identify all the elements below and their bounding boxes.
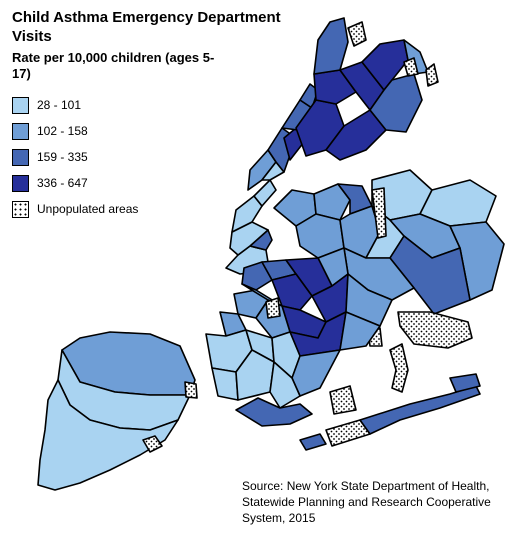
legend-item: 336 - 647 xyxy=(12,170,138,196)
staten-island-south-district xyxy=(37,379,179,491)
legend-item: 102 - 158 xyxy=(12,118,138,144)
legend-swatch xyxy=(12,148,29,166)
queens-rockaway-east-district xyxy=(359,385,481,435)
legend-item: Unpopulated areas xyxy=(12,196,138,222)
staten-island-unpopulated-area xyxy=(142,435,163,453)
queens-unpopulated-area xyxy=(371,187,387,239)
brooklyn-canarsie-district xyxy=(339,311,381,351)
brooklyn-east-new-york-district xyxy=(345,273,393,327)
map-subtitle: Rate per 10,000 children (ages 5-17) xyxy=(12,50,215,81)
bronx-riverdale-district xyxy=(313,17,349,75)
legend-swatch xyxy=(12,200,29,218)
queens-unpopulated-area xyxy=(397,311,473,349)
legend: 28 - 101 102 - 158 159 - 335 336 - 647 U… xyxy=(12,92,138,222)
queens-jackson-heights-district xyxy=(313,183,351,221)
brooklyn-gravesend-district xyxy=(269,361,301,409)
bronx-unpopulated-area xyxy=(425,63,439,87)
staten-island-unpopulated-area xyxy=(184,381,198,399)
legend-label: 102 - 158 xyxy=(37,124,88,138)
brooklyn-sheepshead-bay-district xyxy=(291,349,341,397)
legend-label: 28 - 101 xyxy=(37,98,82,112)
manhattan-east-district xyxy=(253,179,277,207)
brooklyn-coney-island-district xyxy=(235,397,313,427)
legend-label: 159 - 335 xyxy=(37,150,88,164)
bronx-northeast-district xyxy=(369,73,423,133)
queens-rockaway-west-district xyxy=(299,433,327,451)
legend-label: Unpopulated areas xyxy=(37,202,139,216)
legend-swatch xyxy=(12,96,29,114)
bronx-pelham-district xyxy=(403,39,429,75)
legend-swatch xyxy=(12,122,29,140)
manhattan-west-district xyxy=(231,195,263,233)
source-note: Source: New York State Department of Hea… xyxy=(242,479,491,525)
map-title: Child Asthma Emergency Department Visits xyxy=(12,9,281,45)
legend-item: 159 - 335 xyxy=(12,144,138,170)
bronx-unpopulated-area xyxy=(403,57,419,77)
legend-item: 28 - 101 xyxy=(12,92,138,118)
brooklyn-greenpoint-district xyxy=(241,261,273,291)
queens-unpopulated-island xyxy=(389,343,409,393)
brooklyn-bedford-stuyvesant-district xyxy=(271,273,313,311)
brooklyn-bay-ridge-district xyxy=(211,367,239,401)
legend-label: 336 - 647 xyxy=(37,176,88,190)
queens-unpopulated-island xyxy=(329,385,357,415)
brooklyn-unpopulated-area xyxy=(265,297,281,319)
queens-far-rockaway-district xyxy=(449,373,481,393)
bronx-unpopulated-area xyxy=(347,21,367,47)
legend-swatch xyxy=(12,174,29,192)
